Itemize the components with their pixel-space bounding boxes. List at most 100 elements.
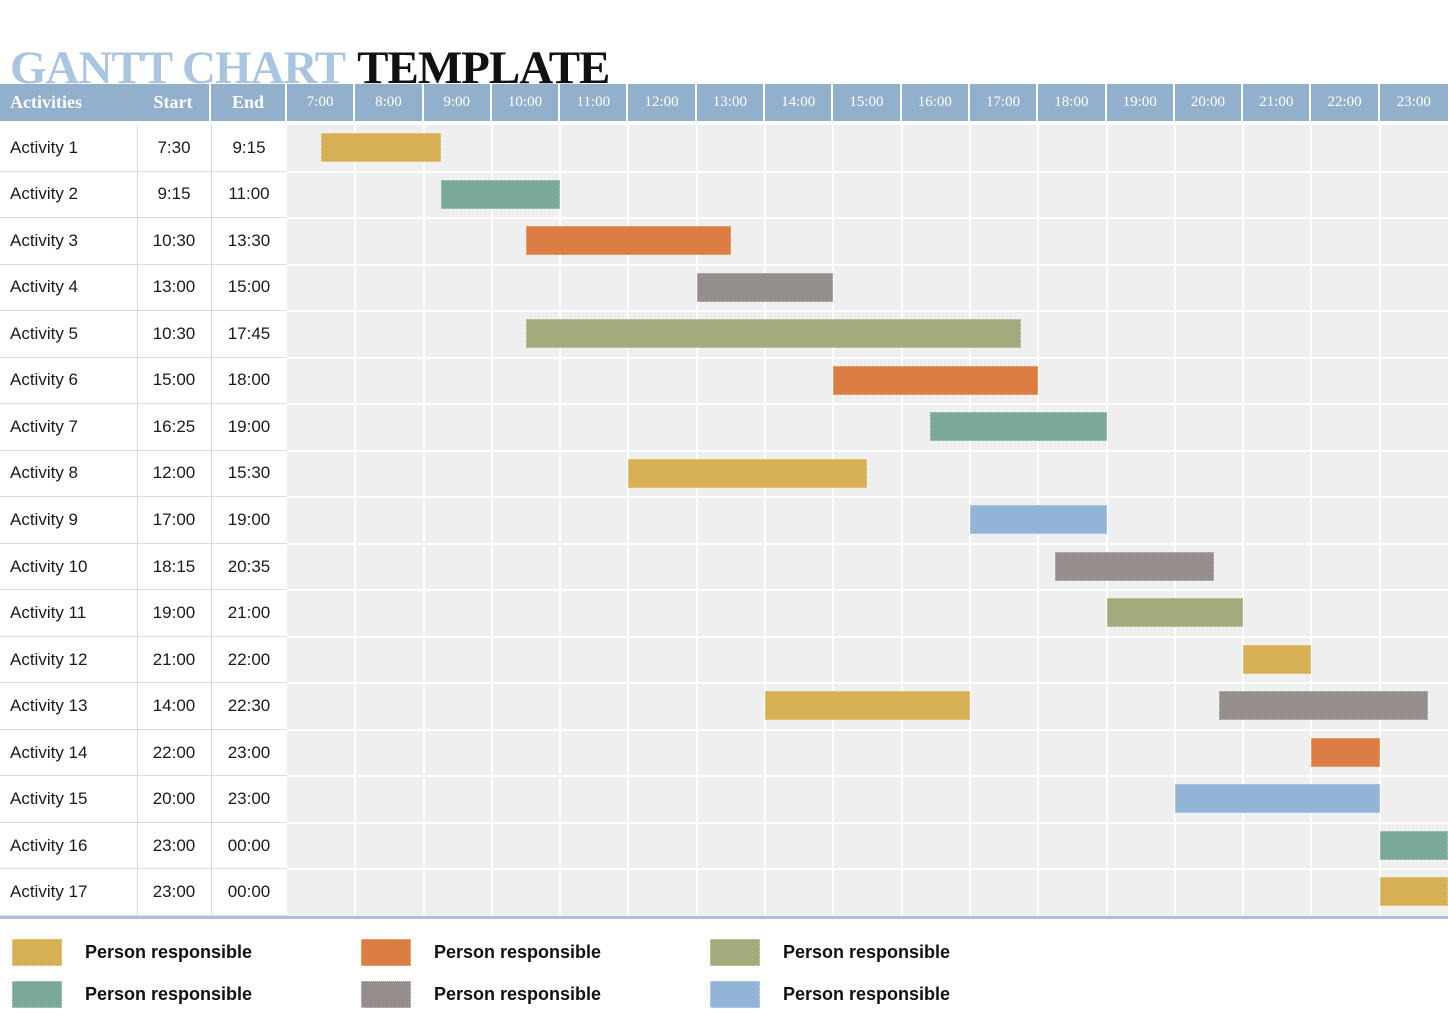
gantt-bar[interactable] <box>969 505 1107 535</box>
activity-name-cell[interactable]: Activity 7 <box>10 416 79 436</box>
end-time-cell[interactable]: 22:30 <box>227 696 271 716</box>
activity-name-cell[interactable]: Activity 6 <box>10 370 79 390</box>
end-time-cell[interactable]: 22:00 <box>227 649 271 669</box>
start-time-cell[interactable]: 10:30 <box>152 230 196 250</box>
gantt-bar[interactable] <box>765 691 970 721</box>
start-time-cell[interactable]: 9:15 <box>157 184 191 204</box>
gantt-bar[interactable] <box>440 179 561 209</box>
activity-name-cell[interactable]: Activity 16 <box>10 835 88 855</box>
table-row: Activity 5 10:30 17:45 <box>0 311 287 358</box>
end-time-cell[interactable]: 15:30 <box>227 463 271 483</box>
start-time-cell[interactable]: 15:00 <box>152 370 196 390</box>
table-row: Activity 4 13:00 15:00 <box>0 264 287 312</box>
start-time-cell[interactable]: 12:00 <box>152 463 196 483</box>
chart-gridline-vertical <box>695 125 698 916</box>
activity-name-cell[interactable]: Activity 12 <box>10 649 88 669</box>
gantt-bar[interactable] <box>1106 598 1244 628</box>
start-time-cell[interactable]: 21:00 <box>152 649 196 669</box>
activity-name-cell[interactable]: Activity 4 <box>10 277 79 297</box>
legend-label: Person responsible <box>85 984 253 1004</box>
gantt-bar[interactable] <box>1055 551 1215 581</box>
gantt-bar[interactable] <box>1379 877 1448 907</box>
header-cell-time-1100: 11:00 <box>560 84 627 121</box>
chart-row-divider <box>287 728 1448 731</box>
header-cell-time-1700: 17:00 <box>969 84 1037 121</box>
legend-item: Person responsible <box>710 981 1059 1008</box>
legend-item: Person responsible <box>710 939 1059 966</box>
gantt-bar[interactable] <box>930 412 1107 442</box>
activity-name-cell[interactable]: Activity 13 <box>10 696 88 716</box>
header-cell-time-1400: 14:00 <box>765 84 832 121</box>
start-time-cell[interactable]: 23:00 <box>152 835 196 855</box>
start-time-cell[interactable]: 18:15 <box>152 556 196 576</box>
header-cell-time-900: 9:00 <box>423 84 490 121</box>
end-time-cell[interactable]: 19:00 <box>227 509 271 529</box>
end-time-cell[interactable]: 13:30 <box>227 230 271 250</box>
gantt-bar[interactable] <box>1174 784 1380 814</box>
start-time-cell[interactable]: 20:00 <box>152 789 196 809</box>
end-time-cell[interactable]: 21:00 <box>227 603 271 623</box>
activity-name-cell[interactable]: Activity 17 <box>10 882 88 902</box>
end-time-cell[interactable]: 9:15 <box>232 137 266 157</box>
start-time-cell[interactable]: 10:30 <box>152 323 196 343</box>
header-cell-time-1500: 15:00 <box>833 84 900 121</box>
end-time-cell[interactable]: 18:00 <box>227 370 271 390</box>
header-cell-time-1900: 19:00 <box>1106 84 1173 121</box>
activity-name-cell[interactable]: Activity 15 <box>10 789 88 809</box>
gantt-bar[interactable] <box>321 133 441 162</box>
start-time-cell[interactable]: 14:00 <box>152 696 196 716</box>
chart-row-divider <box>287 403 1448 406</box>
start-time-cell[interactable]: 17:00 <box>152 509 196 529</box>
start-time-cell[interactable]: 13:00 <box>152 277 196 297</box>
gantt-bar[interactable] <box>1243 644 1312 674</box>
activity-name-cell[interactable]: Activity 1 <box>10 137 79 157</box>
blue-swatch-icon <box>710 981 760 1008</box>
chart-row-divider <box>287 310 1448 313</box>
legend-label: Person responsible <box>783 942 951 962</box>
end-time-cell[interactable]: 11:00 <box>228 184 270 204</box>
end-time-cell[interactable]: 00:00 <box>227 835 271 855</box>
chart-gridline-vertical <box>832 125 835 916</box>
end-time-cell[interactable]: 23:00 <box>227 789 271 809</box>
gantt-bar[interactable] <box>526 319 1022 349</box>
header-cell-time-1600: 16:00 <box>901 84 968 121</box>
gantt-bar[interactable] <box>696 272 834 302</box>
end-time-cell[interactable]: 20:35 <box>227 556 271 576</box>
start-time-cell[interactable]: 16:25 <box>152 416 196 436</box>
activity-name-cell[interactable]: Activity 11 <box>10 603 87 623</box>
activity-name-cell[interactable]: Activity 10 <box>10 556 88 576</box>
activity-name-cell[interactable]: Activity 9 <box>10 509 79 529</box>
yellow-swatch-icon <box>12 939 62 966</box>
chart-row-divider <box>287 821 1448 824</box>
table-row: Activity 9 17:00 19:00 <box>0 497 287 544</box>
table-row: Activity 1 7:30 9:15 <box>0 125 287 172</box>
table-row: Activity 8 12:00 15:30 <box>0 450 287 498</box>
gantt-bar[interactable] <box>628 458 868 488</box>
gantt-bar[interactable] <box>526 226 731 256</box>
gantt-bar[interactable] <box>1311 737 1380 767</box>
activity-name-cell[interactable]: Activity 5 <box>10 323 79 343</box>
end-time-cell[interactable]: 15:00 <box>227 277 271 297</box>
activity-name-cell[interactable]: Activity 3 <box>10 230 79 250</box>
start-time-cell[interactable]: 19:00 <box>152 603 196 623</box>
activity-name-cell[interactable]: Activity 2 <box>10 184 79 204</box>
end-time-cell[interactable]: 00:00 <box>227 882 271 902</box>
gantt-bar[interactable] <box>1379 830 1448 860</box>
end-time-cell[interactable]: 23:00 <box>227 742 271 762</box>
chart-area <box>287 125 1448 916</box>
start-time-cell[interactable]: 7:30 <box>157 137 191 157</box>
activity-name-cell[interactable]: Activity 8 <box>10 463 79 483</box>
end-time-cell[interactable]: 19:00 <box>227 416 271 436</box>
chart-row-divider <box>287 496 1448 499</box>
end-time-cell[interactable]: 17:45 <box>227 323 271 343</box>
activities-table: Activity 1 7:30 9:15 Activity 2 9:15 11:00 Act… <box>0 125 287 916</box>
start-time-cell[interactable]: 23:00 <box>152 882 196 902</box>
chart-row-divider <box>287 449 1448 452</box>
table-row: Activity 11 19:00 21:00 <box>0 590 287 637</box>
gantt-bar[interactable] <box>833 365 1039 395</box>
chart-gridline-vertical <box>1242 125 1245 916</box>
activity-name-cell[interactable]: Activity 14 <box>10 742 88 762</box>
gantt-bar[interactable] <box>1219 691 1428 721</box>
start-time-cell[interactable]: 22:00 <box>152 742 196 762</box>
